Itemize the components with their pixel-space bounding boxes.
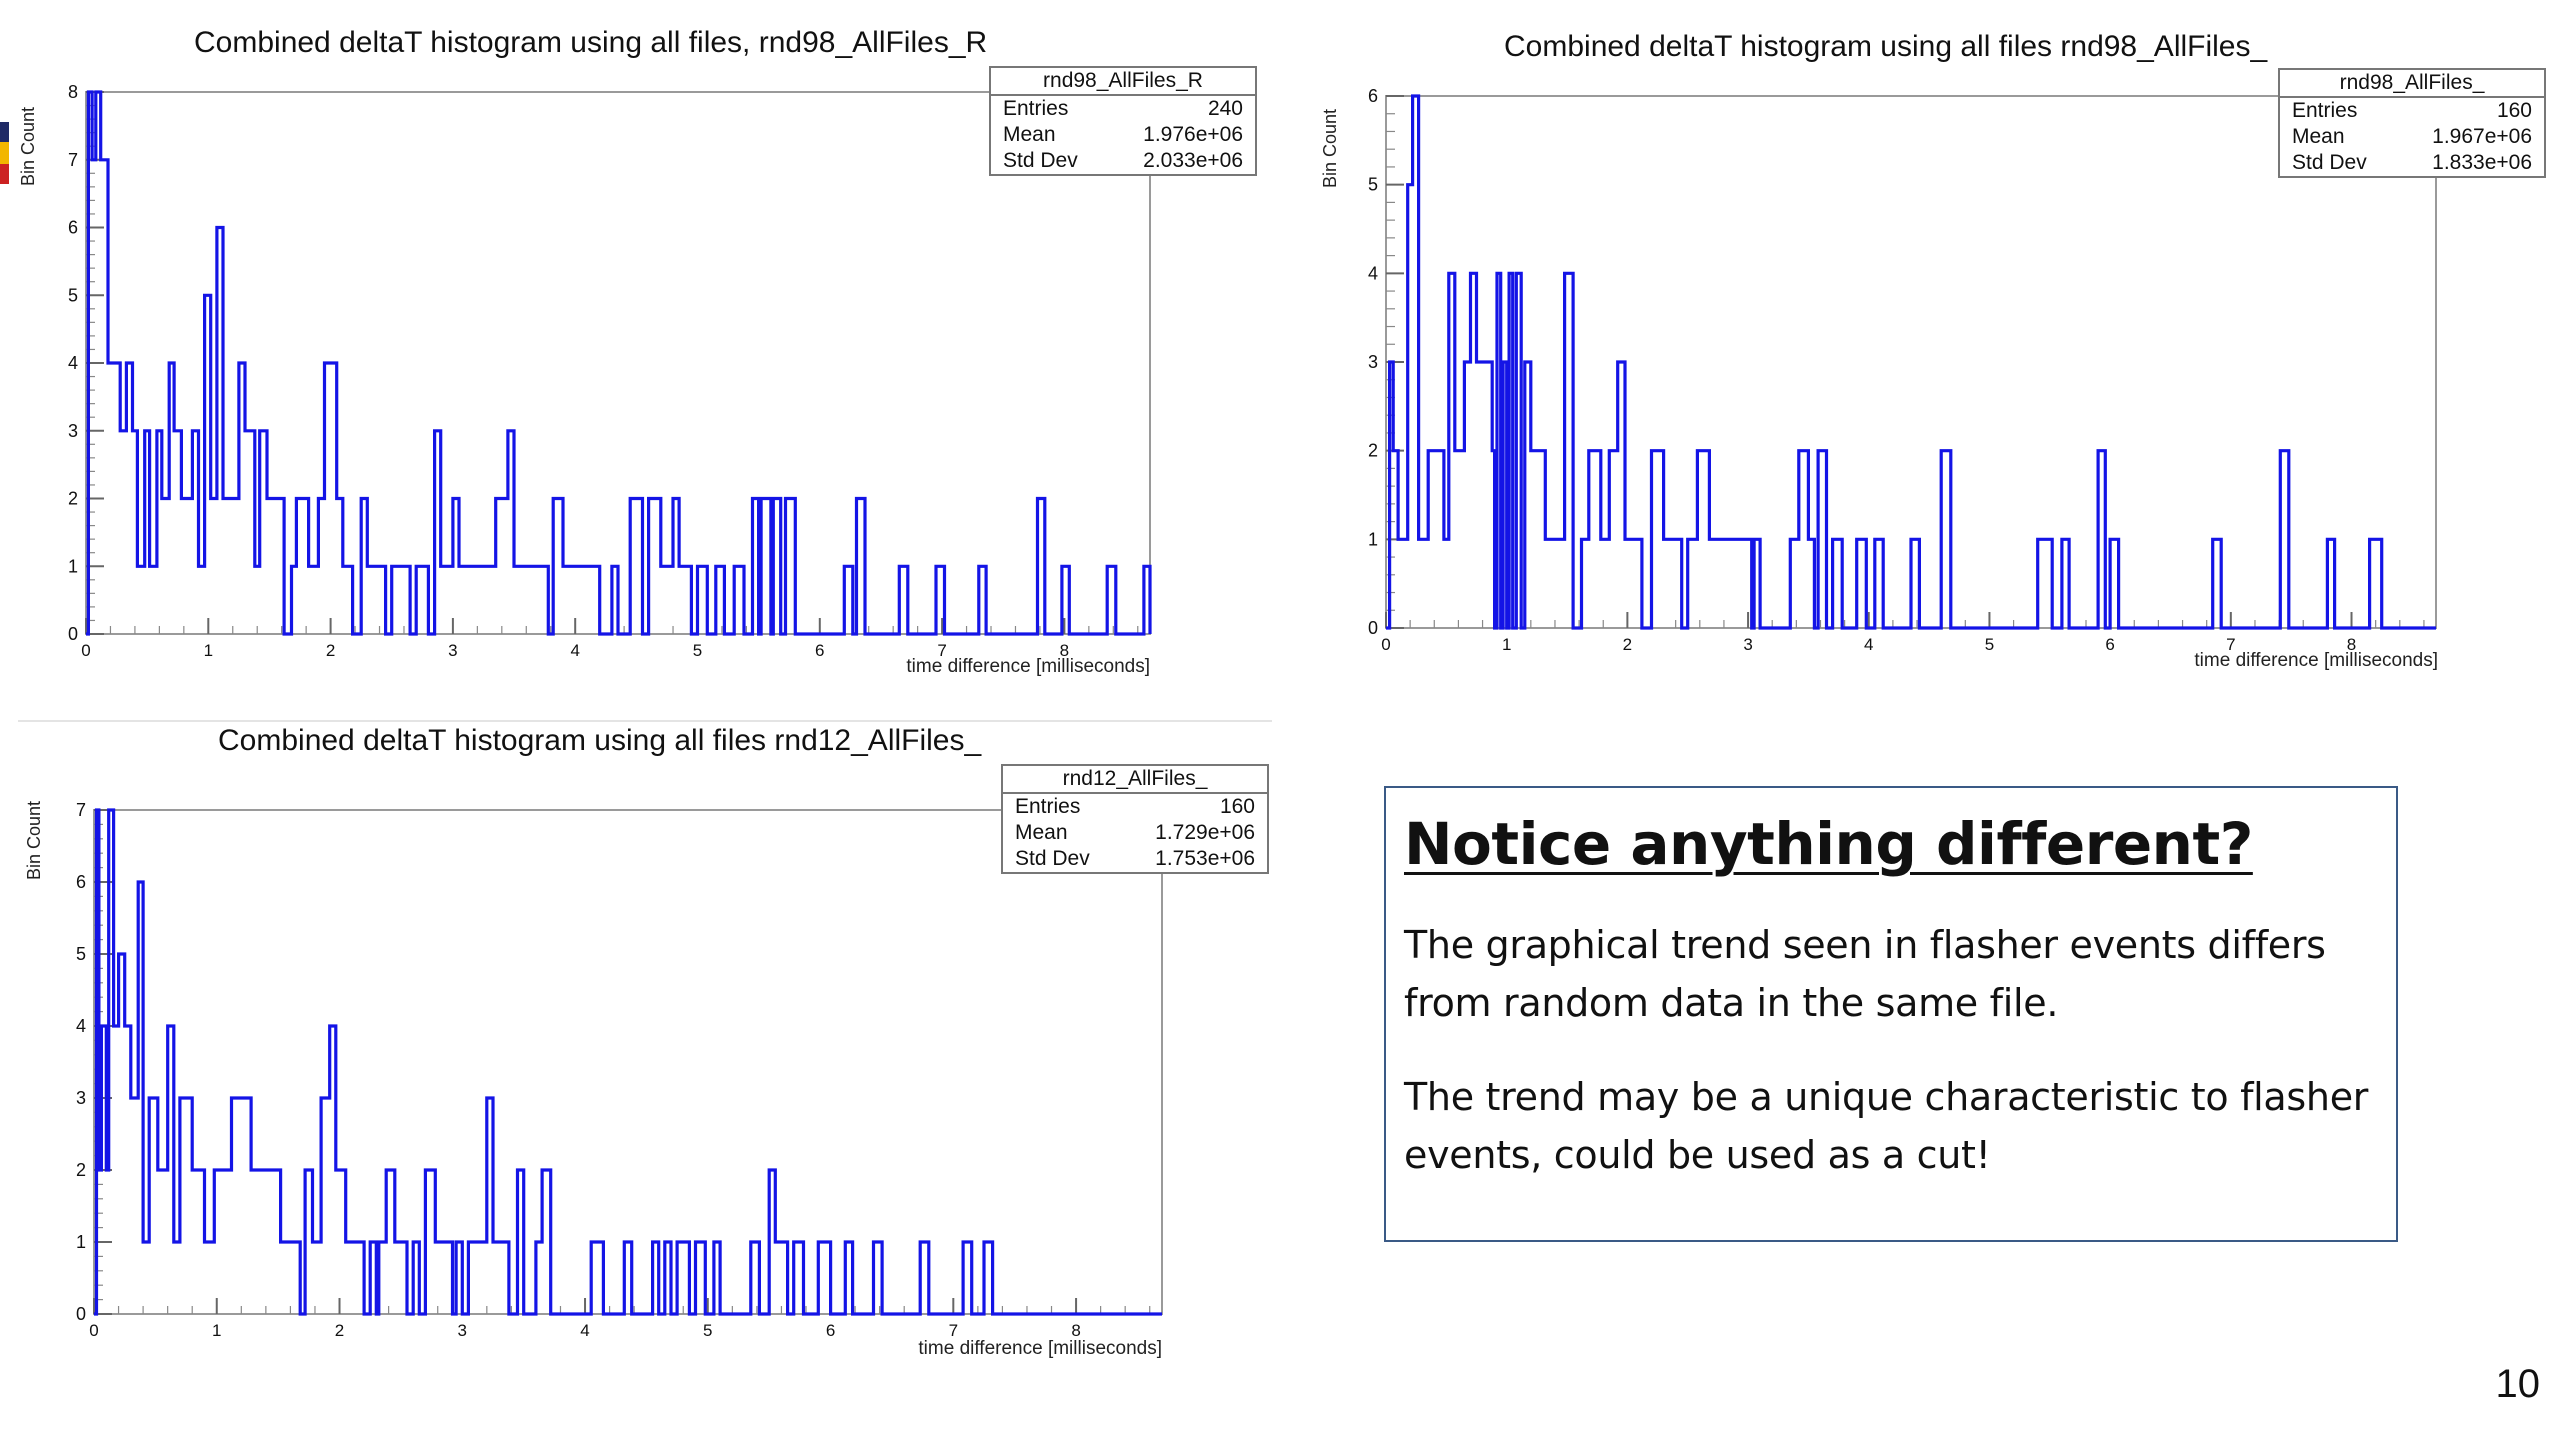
y-tick-label: 1 [76,1232,86,1252]
histogram-plot-3: 0 1 2 3 4 5 6 7 0 1 2 3 4 5 6 7 8 [76,800,1163,1340]
logo-stripe-red [0,164,9,184]
logo-strip [0,122,9,184]
y-tick-label: 4 [76,1016,86,1036]
stats-row-mean: Mean 1.976e+06 [1003,123,1243,146]
x-tick-label: 3 [1743,635,1752,654]
stats-name: rnd12_AllFiles_ [1003,766,1267,794]
stats-row-stddev: Std Dev 1.833e+06 [2292,151,2532,174]
x-tick-label: 2 [1623,635,1632,654]
histogram-plot-1: 0 1 2 3 4 5 6 7 8 0 1 2 3 4 5 6 7 8 [68,82,1152,660]
x-tick-label: 7 [2226,635,2235,654]
y-tick-label: 0 [68,624,78,644]
logo-stripe-yellow [0,142,9,164]
x-tick-label: 0 [89,1321,98,1340]
y-tick-label: 6 [1368,86,1378,106]
y-tick-label: 4 [1368,263,1378,283]
y-tick-label: 3 [68,421,78,441]
x-tick-label: 5 [1985,635,1994,654]
histogram-panel-3: Combined deltaT histogram using all file… [0,700,1280,1400]
note-paragraph-1: The graphical trend seen in flasher even… [1404,923,2326,1025]
stats-row-stddev: Std Dev 2.033e+06 [1003,149,1243,172]
stats-row-entries: Entries 160 [2292,99,2532,122]
x-tick-label: 8 [1071,1321,1080,1340]
stats-row-stddev: Std Dev 1.753e+06 [1015,847,1255,870]
x-axis-label: time difference [milliseconds] [2194,650,2438,671]
stats-row-mean: Mean 1.729e+06 [1015,821,1255,844]
note-box: Notice anything different? The graphical… [1384,786,2398,1242]
x-tick-label: 6 [2105,635,2114,654]
x-tick-label: 7 [949,1321,958,1340]
histogram-line [86,90,1152,636]
x-tick-label: 5 [703,1321,712,1340]
y-tick-label: 4 [68,353,78,373]
note-heading: Notice anything different? [1404,810,2253,878]
y-tick-label: 7 [76,800,86,820]
note-paragraph-2: The trend may be a unique characteristic… [1404,1075,2369,1177]
x-tick-label: 1 [204,641,213,660]
stats-row-entries: Entries 240 [1003,97,1243,120]
stats-box: rnd98_AllFiles_R Entries 240 Mean 1.976e+0… [989,66,1257,176]
x-axis-label: time difference [milliseconds] [918,1338,1162,1359]
chart-title: Combined deltaT histogram using all file… [218,724,982,757]
x-tick-label: 8 [1060,641,1069,660]
stats-row-mean: Mean 1.967e+06 [2292,125,2532,148]
stats-row-entries: Entries 160 [1015,795,1255,818]
y-tick-label: 6 [68,218,78,238]
x-tick-label: 1 [212,1321,221,1340]
chart-title: Combined deltaT histogram using all file… [1504,30,2268,63]
y-tick-label: 7 [68,150,78,170]
y-tick-label: 0 [1368,618,1378,638]
x-tick-label: 0 [1381,635,1390,654]
x-tick-label: 6 [815,641,824,660]
y-tick-label: 3 [1368,352,1378,372]
x-tick-label: 4 [570,641,579,660]
stats-box: rnd12_AllFiles_ Entries 160 Mean 1.729e+06… [1001,764,1269,874]
plot-frame [93,809,1163,1315]
page-number: 10 [2495,1362,2541,1406]
x-tick-label: 2 [326,641,335,660]
y-tick-label: 0 [76,1304,86,1324]
x-tick-label: 4 [580,1321,589,1340]
y-tick-label: 3 [76,1088,86,1108]
x-tick-label: 3 [458,1321,467,1340]
y-tick-label: 8 [68,82,78,102]
stats-box: rnd98_AllFiles_ Entries 160 Mean 1.967e+06… [2278,68,2546,178]
y-tick-label: 2 [1368,441,1378,461]
x-tick-label: 0 [81,641,90,660]
histogram-line [1386,94,2436,630]
x-axis-label: time difference [milliseconds] [906,656,1150,677]
histogram-panel-1: Combined deltaT histogram using all file… [0,0,1280,700]
y-tick-label: 5 [1368,175,1378,195]
x-tick-label: 5 [693,641,702,660]
y-tick-label: 5 [76,944,86,964]
x-tick-label: 6 [826,1321,835,1340]
y-tick-label: 6 [76,872,86,892]
x-tick-label: 3 [448,641,457,660]
y-tick-label: 2 [68,489,78,509]
panel-divider [18,720,1272,722]
x-tick-label: 7 [937,641,946,660]
stats-name: rnd98_AllFiles_R [991,68,1255,96]
x-tick-label: 2 [335,1321,344,1340]
x-tick-label: 1 [1502,635,1511,654]
x-tick-label: 8 [2347,635,2356,654]
y-tick-label: 5 [68,285,78,305]
y-tick-label: 1 [68,556,78,576]
chart-title: Combined deltaT histogram using all file… [194,26,988,59]
histogram-line [94,808,1162,1316]
histogram-plot-2: 0 1 2 3 4 5 6 0 1 2 3 4 5 6 7 8 [1368,86,2437,654]
histogram-panel-2: Combined deltaT histogram using all file… [1300,0,2560,700]
y-tick-label: 2 [76,1160,86,1180]
stats-name: rnd98_AllFiles_ [2280,70,2544,98]
x-tick-label: 4 [1864,635,1873,654]
y-tick-label: 1 [1368,529,1378,549]
logo-stripe-blue [0,122,9,142]
